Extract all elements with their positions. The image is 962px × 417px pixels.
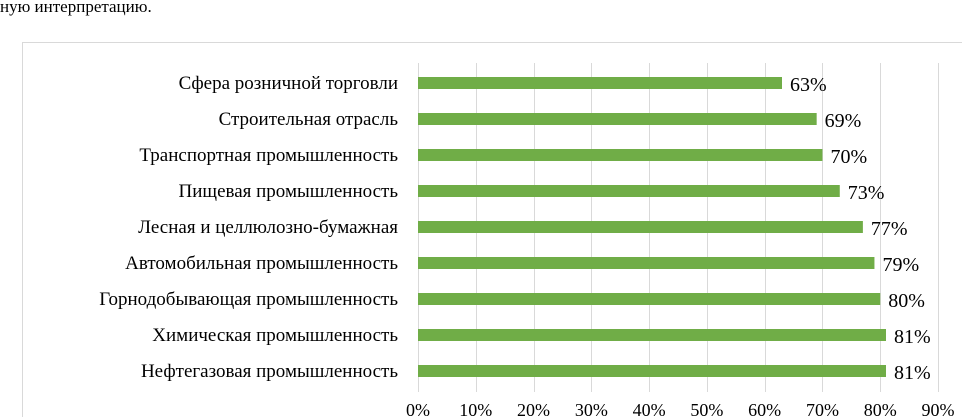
x-tick-label: 10% [459,400,492,417]
category-label: Химическая промышленность [152,325,398,346]
x-tick-label: 60% [748,400,781,417]
data-label: 77% [871,218,908,240]
category-label: Нефтегазовая промышленность [141,361,398,382]
bars [418,77,886,377]
category-label: Горнодобывающая промышленность [99,289,398,310]
category-label: Транспортная промышленность [139,145,398,166]
bar [418,77,782,89]
x-tick-label: 80% [864,400,897,417]
x-tick-label: 20% [517,400,550,417]
data-label: 81% [894,326,931,348]
data-labels: 63% 69% 70% 73% 77% 79% 80% 81% 81% [790,74,931,384]
category-label: Пищевая промышленность [179,181,399,202]
data-label: 70% [830,146,867,168]
data-label: 79% [882,254,919,276]
category-label: Лесная и целлюлозно-бумажная [138,217,398,238]
bar [418,221,863,233]
bar [418,329,886,341]
x-tick-label: 0% [406,400,430,417]
category-label: Строительная отрасль [219,109,399,130]
bar [418,257,875,269]
category-label: Автомобильная промышленность [125,253,398,274]
x-tick-label: 50% [690,400,723,417]
data-label: 81% [894,362,931,384]
x-tick-label: 90% [922,400,955,417]
x-tick-label: 70% [806,400,839,417]
data-label: 73% [848,182,885,204]
data-label: 69% [825,110,862,132]
bar [418,365,886,377]
x-tick-label: 40% [633,400,666,417]
data-label: 63% [790,74,827,96]
intro-text: ную интерпретацию. [0,0,152,16]
bar [418,113,817,125]
category-label: Сфера розничной торговли [179,73,398,94]
data-label: 80% [888,290,925,312]
x-tick-label: 30% [575,400,608,417]
bar [418,293,881,305]
bar [418,185,840,197]
category-labels: Сфера розничной торговли Строительная отр… [99,73,398,382]
bar [418,149,823,161]
x-tick-labels: 0% 10% 20% 30% 40% 50% 60% 70% 80% 90% [406,400,955,417]
